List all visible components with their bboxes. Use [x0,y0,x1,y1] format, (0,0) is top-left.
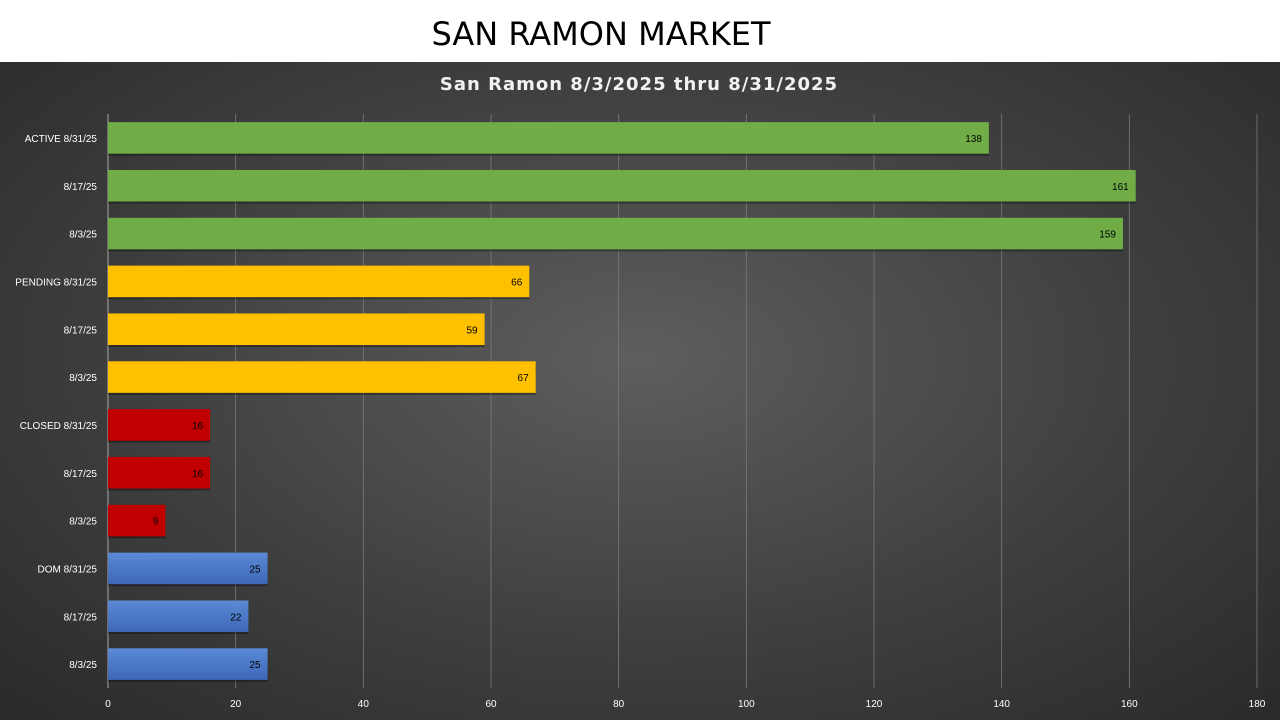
bar [108,217,1123,250]
category-label: 8/17/25 [64,325,98,336]
bar [108,552,268,585]
category-label: 8/3/25 [69,230,97,241]
bar [108,456,211,489]
category-label: 8/17/25 [64,469,98,480]
x-tick-label: 0 [105,699,111,710]
slide-title: SAN RAMON MARKET [431,15,771,53]
x-tick-label: 140 [993,699,1010,710]
data-label: 66 [511,277,523,288]
bar [108,361,536,393]
x-tick-label: 120 [866,699,883,710]
data-label: 22 [230,612,242,623]
bar [108,313,485,346]
category-label: ACTIVE 8/31/25 [25,134,98,145]
data-label: 25 [249,564,261,575]
x-tick-label: 100 [738,699,755,710]
category-label: 8/3/25 [69,373,97,384]
grid-layer [107,114,1258,688]
category-label: DOM 8/31/25 [38,564,98,575]
data-label: 16 [192,421,204,432]
category-label: CLOSED 8/31/25 [20,421,98,432]
category-label: 8/17/25 [64,612,98,623]
data-label: 67 [518,373,530,384]
bar [108,648,268,680]
x-tick-label: 20 [230,699,242,710]
category-label: PENDING 8/31/25 [15,277,97,288]
x-tick-label: 40 [358,699,370,710]
x-tick-label: 180 [1249,699,1266,710]
bar [108,409,211,441]
data-label: 138 [965,134,982,145]
label-layer: 0 20 40 60 80 100 120 140 160 180 ACTIVE 8/31/25 13… [15,134,1265,710]
category-label: 8/3/25 [69,517,97,528]
data-label: 161 [1112,182,1129,193]
data-label: 159 [1099,230,1116,241]
bar [108,122,989,154]
bar [108,265,530,298]
category-label: 8/17/25 [64,182,98,193]
chart-title: San Ramon 8/3/2025 thru 8/31/2025 [440,74,838,95]
bar [108,169,1136,202]
x-tick-label: 80 [613,699,625,710]
data-label: 9 [153,517,159,528]
x-tick-label: 60 [485,699,497,710]
data-label: 59 [466,325,478,336]
bar-layer [108,122,1136,682]
data-label: 25 [249,660,261,671]
data-label: 16 [192,469,204,480]
category-label: 8/3/25 [69,660,97,671]
bar [108,504,166,537]
bar [108,600,249,633]
x-tick-label: 160 [1121,699,1138,710]
